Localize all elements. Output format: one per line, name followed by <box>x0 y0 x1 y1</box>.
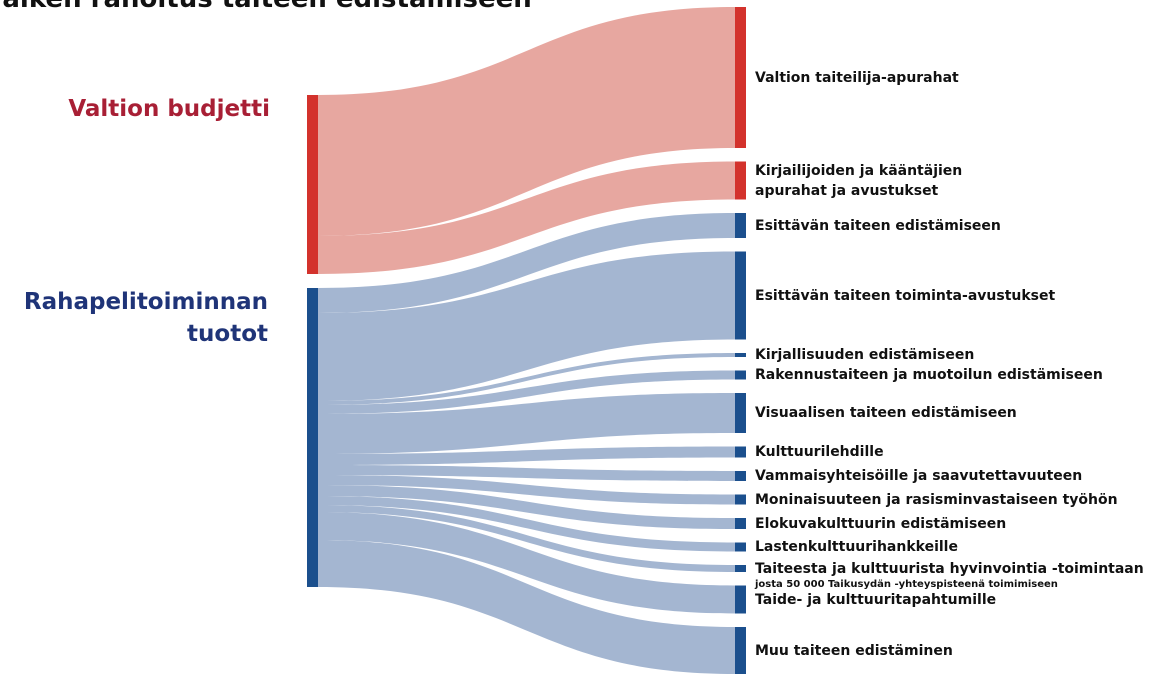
target-label: Vammaisyhteisöille ja saavutettavuuteen <box>755 466 1082 486</box>
target-name: Elokuvakulttuurin edistämiseen <box>755 515 1007 532</box>
link <box>318 465 735 481</box>
link <box>318 161 735 274</box>
target-node <box>735 353 746 357</box>
target-node <box>735 518 746 529</box>
source-node <box>307 288 318 587</box>
link <box>318 475 735 505</box>
target-label: Esittävän taiteen toiminta-avustukset <box>755 286 1055 306</box>
target-name: Vammaisyhteisöille ja saavutettavuuteen <box>755 468 1083 484</box>
target-node <box>735 161 746 200</box>
target-node <box>735 213 746 238</box>
target-label: Kulttuurilehdille <box>755 442 884 462</box>
link <box>318 251 735 401</box>
target-node <box>735 370 746 380</box>
target-label: Esittävän taiteen edistämiseen <box>755 216 1001 236</box>
target-name: Taiteesta ja kulttuurista hyvinvointia -… <box>755 560 1144 577</box>
target-label: Muu taiteen edistäminen <box>755 641 953 661</box>
link <box>318 512 735 614</box>
target-name: Muu taiteen edistäminen <box>755 642 953 659</box>
link <box>318 393 735 454</box>
target-node <box>735 494 746 505</box>
target-name: Kulttuurilehdille <box>755 444 884 460</box>
source-label: Valtion budjetti <box>68 96 270 122</box>
target-node <box>735 7 746 148</box>
target-node <box>735 542 746 552</box>
link <box>318 540 735 674</box>
target-node <box>735 565 746 572</box>
target-name: Esittävän taiteen edistämiseen <box>755 217 1001 234</box>
target-name: Rakennustaiteen ja muotoilun edistämisee… <box>755 367 1103 383</box>
link <box>318 213 735 313</box>
link <box>318 7 735 236</box>
link <box>318 446 735 465</box>
source-label: Rahapelitoiminnan tuotot <box>23 289 268 347</box>
target-label: Kirjailijoiden ja kääntäjien apurahat ja… <box>755 161 995 201</box>
target-name: Moninaisuuteen ja rasisminvastaiseen työ… <box>755 491 1118 508</box>
target-name: Kirjallisuuden edistämiseen <box>755 347 975 363</box>
target-label: Taiteesta ja kulttuurista hyvinvointia -… <box>755 559 1144 591</box>
target-node <box>735 393 746 433</box>
target-name: Taide- ja kulttuuritapahtumille <box>755 591 997 608</box>
target-name: Valtion taiteilija-apurahat <box>755 69 959 86</box>
link <box>318 505 735 572</box>
target-label: Moninaisuuteen ja rasisminvastaiseen työ… <box>755 490 1118 510</box>
source-node <box>307 95 318 274</box>
target-name: Visuaalisen taiteen edistämiseen <box>755 405 1017 421</box>
target-node <box>735 627 746 674</box>
target-name: Esittävän taiteen toiminta-avustukset <box>755 287 1056 304</box>
target-label: Rakennustaiteen ja muotoilun edistämisee… <box>755 365 1103 385</box>
target-note: josta 50 000 Taikusydän -yhteyspisteenä … <box>755 578 1058 590</box>
target-label: Lastenkulttuurihankkeille <box>755 537 958 557</box>
target-node <box>735 251 746 340</box>
link <box>318 353 735 405</box>
target-name: Kirjailijoiden ja kääntäjien apurahat ja… <box>755 162 963 199</box>
target-node <box>735 446 746 458</box>
target-label: Elokuvakulttuurin edistämiseen <box>755 514 1006 534</box>
chart-title: Taiken rahoitus taiteen edistämiseen <box>0 0 532 14</box>
link <box>318 496 735 552</box>
target-node <box>735 471 746 481</box>
link <box>318 370 735 414</box>
target-label: Taide- ja kulttuuritapahtumille <box>755 590 996 610</box>
target-name: Lastenkulttuurihankkeille <box>755 539 958 555</box>
target-label: Visuaalisen taiteen edistämiseen <box>755 403 1017 423</box>
link <box>318 485 735 529</box>
target-node <box>735 585 746 614</box>
target-label: Kirjallisuuden edistämiseen <box>755 345 974 365</box>
target-label: Valtion taiteilija-apurahat <box>755 68 959 88</box>
